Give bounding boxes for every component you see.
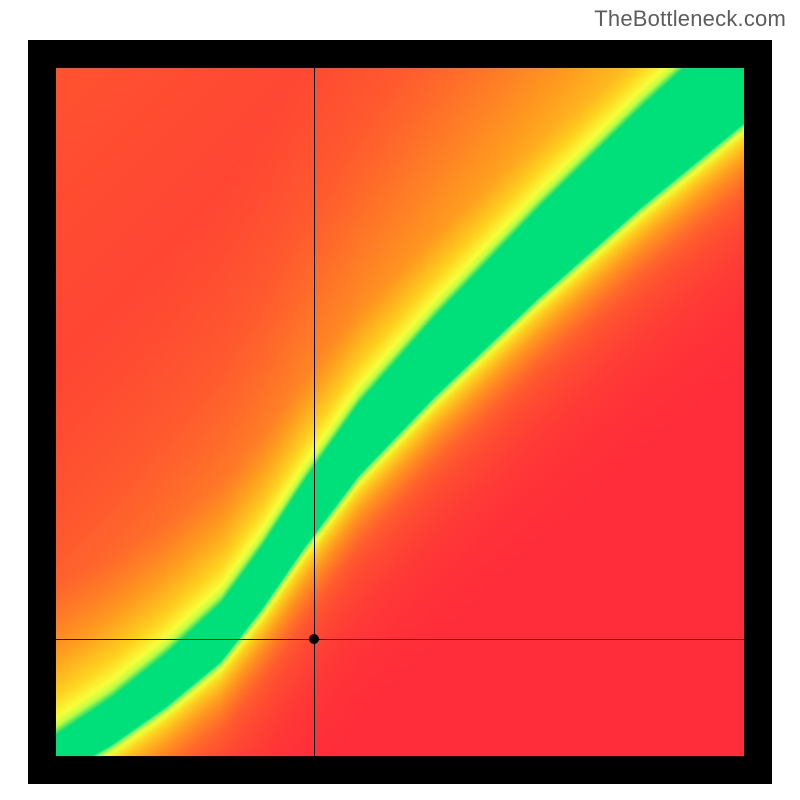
- heatmap-canvas: [56, 68, 744, 756]
- crosshair-vertical: [314, 68, 315, 756]
- plot-area: [56, 68, 744, 756]
- crosshair-horizontal: [56, 639, 744, 640]
- plot-frame: [28, 40, 772, 784]
- watermark-text: TheBottleneck.com: [594, 6, 786, 32]
- crosshair-marker: [309, 634, 319, 644]
- root-container: TheBottleneck.com: [0, 0, 800, 800]
